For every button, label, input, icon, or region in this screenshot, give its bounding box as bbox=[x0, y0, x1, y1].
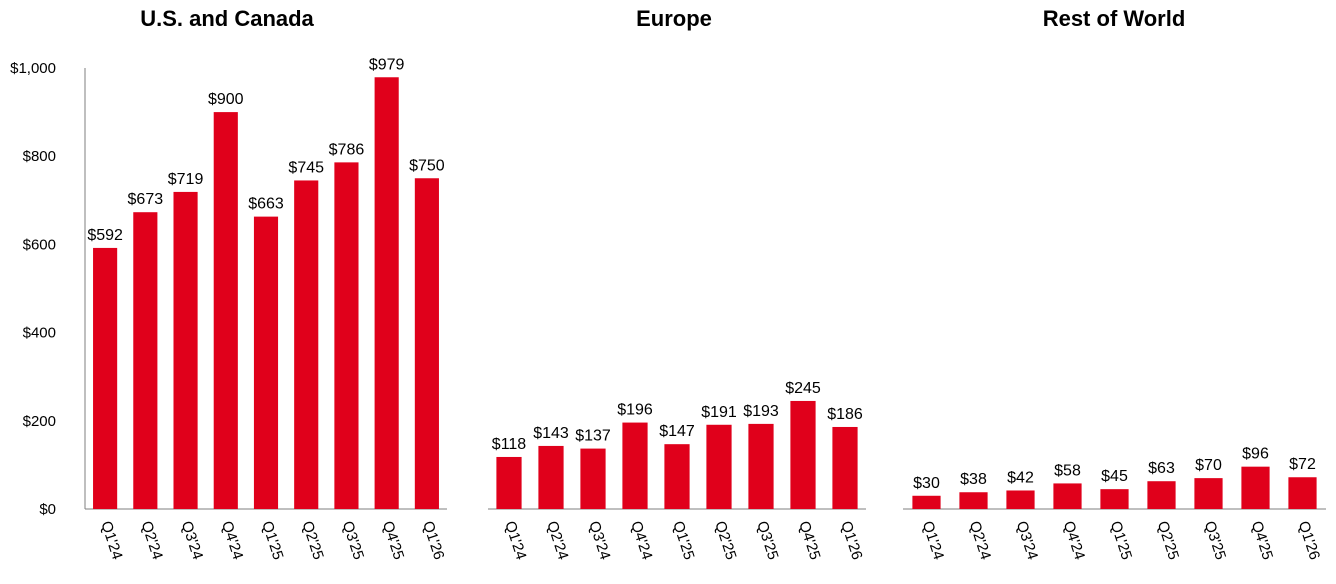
bar-3 bbox=[580, 448, 606, 509]
y-tick-label: $200 bbox=[23, 413, 56, 430]
bar-8 bbox=[790, 400, 816, 509]
data-label: $30 bbox=[913, 475, 940, 492]
data-label: $745 bbox=[288, 159, 324, 176]
bar-2 bbox=[538, 445, 564, 509]
panel-title: Europe bbox=[636, 6, 712, 31]
x-tick-label: Q1'24 bbox=[919, 519, 947, 562]
x-tick-label: Q2'24 bbox=[966, 519, 994, 562]
panel-title: Rest of World bbox=[1043, 6, 1186, 31]
x-tick-label: Q4'24 bbox=[218, 519, 246, 562]
x-tick-label: Q4'25 bbox=[379, 519, 407, 562]
data-label: $42 bbox=[1007, 469, 1034, 486]
bar-7 bbox=[334, 162, 359, 509]
data-label: $186 bbox=[827, 406, 863, 423]
x-tick-label: Q1'26 bbox=[837, 519, 865, 562]
x-tick-label: Q1'26 bbox=[1295, 519, 1323, 562]
x-tick-label: Q2'25 bbox=[1154, 519, 1182, 562]
x-tick-label: Q1'25 bbox=[669, 519, 697, 562]
x-tick-label: Q4'25 bbox=[1248, 519, 1276, 562]
bar-3 bbox=[173, 191, 198, 509]
bar-4 bbox=[213, 112, 238, 509]
x-tick-label: Q2'24 bbox=[138, 519, 166, 562]
x-tick-label: Q3'25 bbox=[753, 519, 781, 562]
data-label: $45 bbox=[1101, 468, 1128, 485]
data-label: $719 bbox=[168, 171, 204, 188]
y-tick-label: $0 bbox=[39, 501, 56, 518]
x-tick-label: Q1'26 bbox=[419, 519, 447, 562]
data-label: $70 bbox=[1195, 457, 1222, 474]
y-tick-label: $1,000 bbox=[10, 60, 56, 77]
data-label: $592 bbox=[87, 227, 123, 244]
data-label: $900 bbox=[208, 91, 244, 108]
data-label: $38 bbox=[960, 471, 987, 488]
bar-7 bbox=[1194, 478, 1223, 509]
x-tick-label: Q3'24 bbox=[1013, 519, 1041, 562]
y-tick-label: $400 bbox=[23, 325, 56, 342]
y-tick-label: $800 bbox=[23, 148, 56, 165]
x-tick-label: Q1'25 bbox=[258, 519, 286, 562]
data-label: $191 bbox=[701, 404, 737, 421]
x-tick-label: Q4'24 bbox=[1060, 519, 1088, 562]
x-tick-label: Q4'24 bbox=[627, 519, 655, 562]
data-label: $750 bbox=[409, 157, 445, 174]
x-tick-label: Q3'24 bbox=[178, 519, 206, 562]
bar-9 bbox=[414, 178, 439, 509]
bar-1 bbox=[912, 495, 941, 509]
bar-8 bbox=[1241, 466, 1270, 509]
panel-title: U.S. and Canada bbox=[140, 6, 314, 31]
bar-9 bbox=[832, 426, 858, 509]
data-label: $63 bbox=[1148, 460, 1175, 477]
x-tick-label: Q4'25 bbox=[795, 519, 823, 562]
y-tick-label: $600 bbox=[23, 236, 56, 253]
bar-4 bbox=[622, 422, 648, 509]
data-label: $143 bbox=[533, 425, 569, 442]
data-label: $72 bbox=[1289, 456, 1316, 473]
bar-9 bbox=[1288, 477, 1317, 509]
x-tick-label: Q3'25 bbox=[339, 519, 367, 562]
x-tick-label: Q1'25 bbox=[1107, 519, 1135, 562]
bar-5 bbox=[664, 444, 690, 509]
data-label: $147 bbox=[659, 423, 695, 440]
data-label: $663 bbox=[248, 196, 284, 213]
bar-6 bbox=[1147, 481, 1176, 509]
x-tick-label: Q2'24 bbox=[543, 519, 571, 562]
data-label: $96 bbox=[1242, 446, 1269, 463]
bar-2 bbox=[133, 212, 158, 509]
bar-2 bbox=[959, 492, 988, 509]
bar-3 bbox=[1006, 490, 1035, 509]
x-tick-label: Q1'24 bbox=[501, 519, 529, 562]
data-label: $118 bbox=[492, 436, 527, 453]
x-tick-label: Q3'25 bbox=[1201, 519, 1229, 562]
data-label: $58 bbox=[1054, 462, 1081, 479]
bar-4 bbox=[1053, 483, 1082, 509]
bar-7 bbox=[748, 423, 774, 509]
bar-1 bbox=[496, 456, 522, 509]
x-tick-label: Q3'24 bbox=[585, 519, 613, 562]
data-label: $245 bbox=[785, 380, 821, 397]
bar-5 bbox=[253, 216, 279, 509]
data-label: $196 bbox=[617, 402, 653, 419]
data-label: $979 bbox=[369, 56, 405, 73]
data-label: $137 bbox=[575, 428, 611, 445]
bar-5 bbox=[1100, 489, 1129, 509]
data-label: $673 bbox=[128, 191, 164, 208]
data-label: $786 bbox=[329, 141, 365, 158]
x-tick-label: Q2'25 bbox=[298, 519, 326, 562]
bar-6 bbox=[706, 424, 732, 509]
bar-8 bbox=[374, 77, 399, 510]
bar-1 bbox=[93, 247, 118, 510]
bar-6 bbox=[294, 180, 319, 509]
x-tick-label: Q2'25 bbox=[711, 519, 739, 562]
x-tick-label: Q1'24 bbox=[97, 519, 125, 562]
data-label: $193 bbox=[743, 403, 779, 420]
